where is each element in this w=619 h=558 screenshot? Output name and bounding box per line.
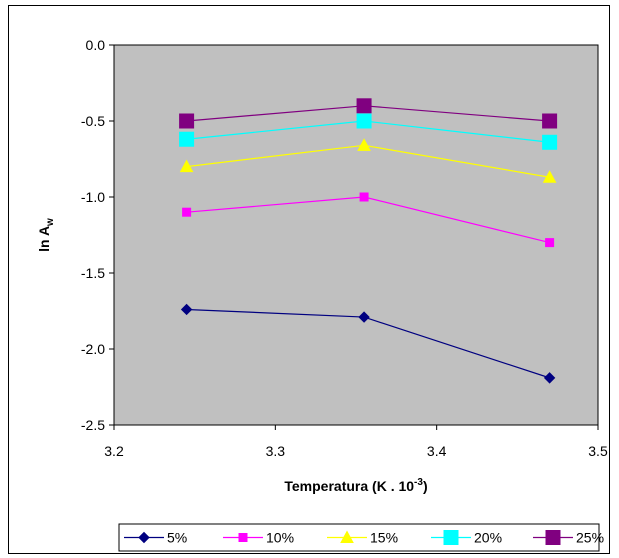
legend-label: 20% <box>474 530 502 546</box>
data-point <box>182 207 192 217</box>
data-point <box>179 113 195 129</box>
series-25% <box>179 98 558 129</box>
data-point <box>358 311 370 323</box>
legend-label: 10% <box>266 530 294 546</box>
legend-item-20%: 20% <box>431 530 502 546</box>
series-5% <box>180 303 556 384</box>
series-10% <box>182 192 555 248</box>
data-point <box>545 238 555 248</box>
legend-label: 15% <box>370 530 398 546</box>
legend: 5% 10% 15% 20% 25% <box>118 523 604 552</box>
data-point <box>179 131 195 147</box>
legend-item-15%: 15% <box>327 530 398 546</box>
legend-label: 25% <box>576 530 604 546</box>
y-tick-label: -2.0 <box>81 341 105 357</box>
y-tick-label: 0.0 <box>86 37 106 53</box>
legend-marker <box>138 531 150 544</box>
legend-item-10%: 10% <box>223 530 294 546</box>
legend-marker <box>238 533 248 542</box>
y-axis-title: ln Aw <box>36 218 56 252</box>
data-point <box>543 372 556 384</box>
x-tick-label: 3.5 <box>588 443 608 459</box>
x-axis-title: Temperatura (K . 10-3) <box>284 477 427 494</box>
axes <box>109 44 599 430</box>
legend-marker <box>443 530 459 545</box>
y-tick-label: -1.0 <box>81 189 105 205</box>
legend-item-5%: 5% <box>124 530 187 546</box>
y-tick-label: -1.5 <box>81 265 105 281</box>
legend-marker <box>340 530 354 543</box>
data-point <box>179 159 194 173</box>
data-point <box>357 138 371 151</box>
data-point <box>356 98 372 114</box>
tick-labels: 0.0 -0.5 -1.0 -1.5 -2.0 -2.5 3.2 3.3 3.4 3.5 <box>81 37 608 459</box>
y-tick-label: -2.5 <box>81 417 105 433</box>
plot-area <box>113 44 599 426</box>
x-tick-label: 3.2 <box>104 443 124 459</box>
x-tick-label: 3.3 <box>266 443 286 459</box>
series-20% <box>179 113 558 150</box>
data-point <box>180 303 193 316</box>
series-layer <box>179 98 558 384</box>
data-point <box>359 192 369 202</box>
y-tick-label: -0.5 <box>81 113 105 129</box>
data-point <box>542 170 557 183</box>
series-15% <box>179 138 557 183</box>
data-point <box>356 113 372 129</box>
data-point <box>542 134 558 150</box>
legend-marker <box>545 530 561 545</box>
x-tick-label: 3.4 <box>427 443 447 459</box>
data-point <box>542 113 558 129</box>
legend-item-25%: 25% <box>533 530 604 546</box>
legend-label: 5% <box>167 530 187 546</box>
